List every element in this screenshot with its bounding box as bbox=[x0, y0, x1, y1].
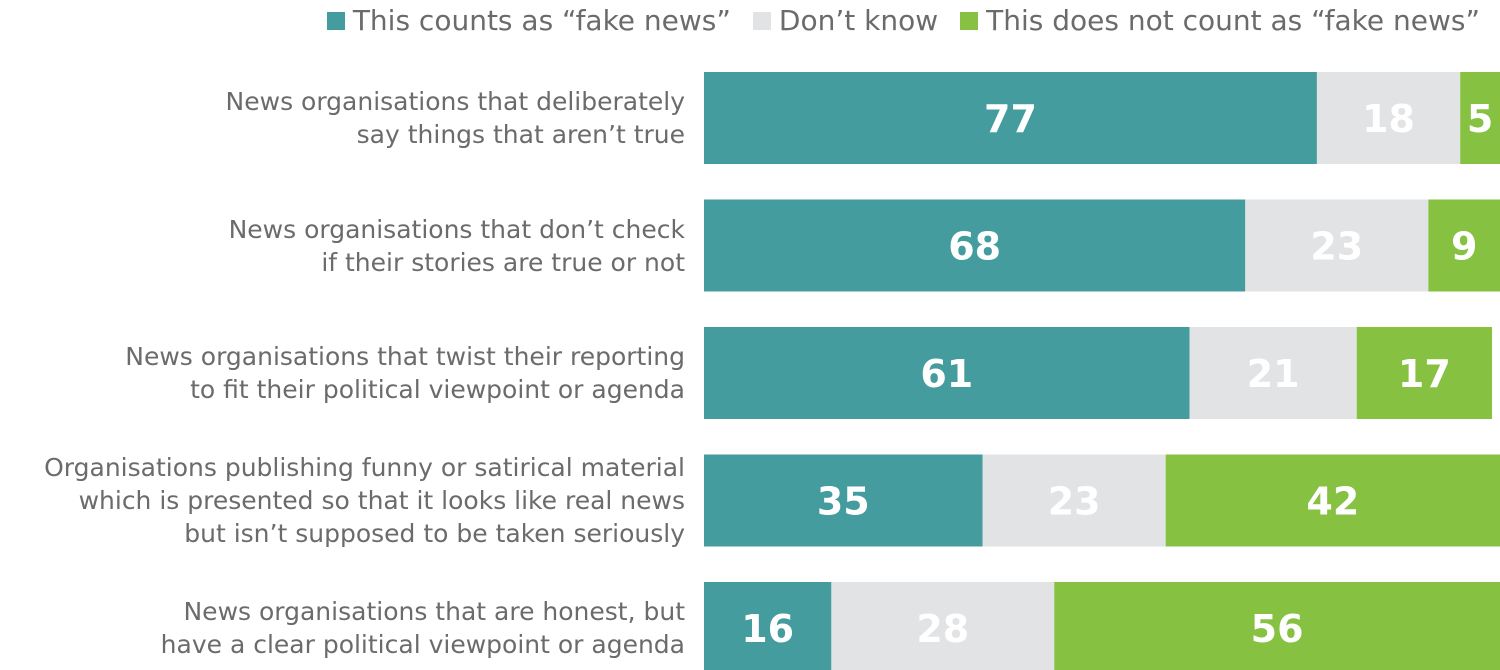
category-label-line: News organisations that don’t check bbox=[228, 214, 685, 244]
legend-label-not-fake-news: This does not count as “fake news” bbox=[986, 4, 1480, 37]
bar-segment-fake-news bbox=[704, 582, 832, 670]
data-label-fake-news: 16 bbox=[741, 607, 794, 651]
legend-label-fake-news: This counts as “fake news” bbox=[352, 4, 731, 37]
category-label: News organisations that twist their repo… bbox=[125, 340, 685, 406]
bar-segment-not-fake-news bbox=[1428, 199, 1500, 292]
bar-segment-dont-know bbox=[1245, 199, 1429, 292]
bar-segment-fake-news bbox=[704, 199, 1246, 292]
bar-segment-fake-news bbox=[704, 327, 1190, 419]
data-label-dont-know: 18 bbox=[1362, 97, 1415, 141]
bar-segment-not-fake-news bbox=[1356, 327, 1493, 419]
category-label-line: but isn’t supposed to be taken seriously bbox=[184, 519, 685, 548]
legend: This counts as “fake news” Don’t know Th… bbox=[305, 4, 1480, 37]
category-label-line: News organisations that twist their repo… bbox=[125, 342, 685, 371]
legend-swatch-not-fake-news bbox=[960, 11, 979, 30]
bar-segment-not-fake-news bbox=[1054, 582, 1500, 670]
legend-item-not-fake-news: This does not count as “fake news” bbox=[960, 4, 1480, 37]
category-label-line: if their stories are true or not bbox=[321, 247, 685, 277]
bar-segment-fake-news bbox=[704, 72, 1317, 164]
category-label-line: which is presented so that it looks like… bbox=[78, 486, 685, 515]
data-label-fake-news: 61 bbox=[920, 352, 973, 396]
data-label-fake-news: 68 bbox=[948, 225, 1001, 269]
data-label-not-fake-news: 5 bbox=[1467, 97, 1493, 141]
bar-segment-not-fake-news bbox=[1460, 72, 1500, 164]
legend-item-dont-know: Don’t know bbox=[752, 4, 939, 37]
category-label: News organisations that deliberately say … bbox=[226, 85, 685, 151]
bar-segment-fake-news bbox=[704, 454, 983, 547]
data-label-dont-know: 28 bbox=[916, 607, 969, 651]
legend-item-fake-news: This counts as “fake news” bbox=[326, 4, 731, 37]
category-label-line: News organisations that are honest, but bbox=[183, 597, 685, 626]
data-label-not-fake-news: 56 bbox=[1251, 607, 1304, 651]
data-label-fake-news: 35 bbox=[817, 480, 870, 524]
category-label: News organisations that are honest, but h… bbox=[161, 595, 685, 661]
bar-segment-not-fake-news bbox=[1165, 454, 1500, 547]
bar-segment-dont-know bbox=[982, 454, 1166, 547]
data-label-not-fake-news: 17 bbox=[1398, 352, 1451, 396]
category-label: Organisations publishing funny or satiri… bbox=[44, 451, 685, 550]
data-label-not-fake-news: 9 bbox=[1451, 225, 1477, 269]
legend-label-dont-know: Don’t know bbox=[778, 4, 939, 37]
data-label-dont-know: 23 bbox=[1310, 225, 1363, 269]
category-label: News organisations that don’t check if th… bbox=[229, 213, 685, 279]
data-label-not-fake-news: 42 bbox=[1306, 480, 1359, 524]
legend-swatch-fake-news bbox=[326, 11, 345, 30]
bar-segment-dont-know bbox=[831, 582, 1055, 670]
bar-segment-dont-know bbox=[1189, 327, 1357, 419]
category-label-line: News organisations that deliberately bbox=[225, 87, 685, 116]
data-label-dont-know: 21 bbox=[1247, 352, 1300, 396]
category-label-line: say things that aren’t true bbox=[356, 120, 685, 149]
category-label-line: Organisations publishing funny or satiri… bbox=[44, 453, 685, 482]
legend-swatch-dont-know bbox=[752, 11, 771, 30]
category-label-line: to fit their political viewpoint or agen… bbox=[190, 375, 685, 404]
data-label-fake-news: 77 bbox=[984, 97, 1037, 141]
data-label-dont-know: 23 bbox=[1048, 480, 1101, 524]
category-label-line: have a clear political viewpoint or agen… bbox=[160, 630, 685, 659]
bar-segment-dont-know bbox=[1316, 72, 1461, 164]
